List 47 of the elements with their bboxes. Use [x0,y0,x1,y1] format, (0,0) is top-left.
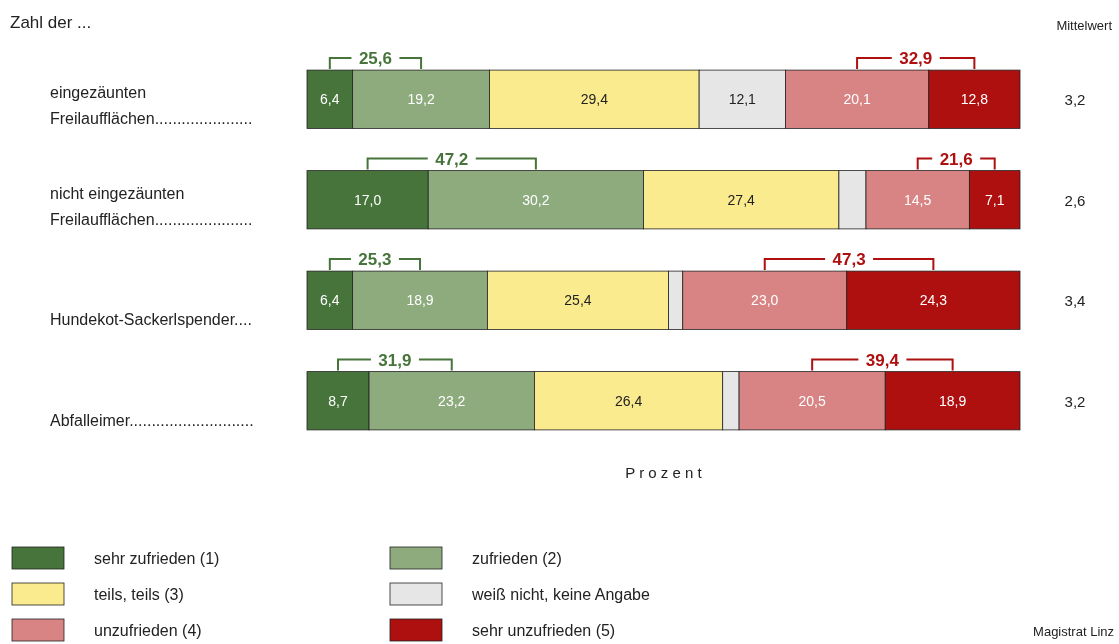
data-label: 17,0 [353,191,382,208]
annotation: 32,9 [899,49,933,69]
y-tick-label: eingezäunten Freilaufflächen...................... [50,84,253,128]
annotation: 47,2 [435,149,469,169]
data-label: 25,4 [564,292,592,309]
annotation: 39,4 [865,350,900,370]
legend-label: sehr unzufrieden (5) [472,622,616,639]
data-label: 14,5 [904,191,932,208]
text: 3,2 [1064,91,1086,109]
y-tick-label: Hundekot-Sackerlspender.... [50,311,252,329]
text: Magistrat Linz [1033,624,1114,639]
data-label: 18,9 [406,292,434,309]
data-label: 8,7 [328,392,348,409]
y-tick-label: Abfalleimer............................ [50,411,254,429]
legend-label: teils, teils (3) [94,586,184,603]
annotation: 25,6 [358,49,392,69]
legend-label: weiß nicht, keine Angabe [471,586,650,603]
data-label: 20,5 [798,392,826,409]
data-label: 24,3 [919,292,948,309]
data-label: 26,4 [614,392,643,409]
data-label: 20,1 [843,91,871,108]
annotation: 47,3 [832,250,866,270]
annotation: 31,9 [378,350,412,370]
data-label: 19,2 [407,91,435,108]
text: Zahl der ... [10,13,92,32]
data-label: 12,8 [960,91,989,108]
x-axis-title: P r o z e n t [625,464,703,481]
legend-label: unzufrieden (4) [94,622,202,639]
data-label: 7,1 [984,191,1005,208]
data-label: 27,4 [727,191,756,208]
text: 2,6 [1064,191,1086,209]
data-label: 6,4 [320,91,340,108]
legend-label: sehr zufrieden (1) [94,550,220,567]
data-label: 18,9 [939,392,967,409]
data-label: 23,2 [438,392,466,409]
text: 3,4 [1064,292,1086,310]
data-label: 12,1 [728,91,757,108]
annotation: 21,6 [939,149,973,169]
text: Mittelwert [1056,18,1113,33]
data-label: 29,4 [580,91,609,108]
data-label: 23,0 [751,292,779,309]
text: 3,2 [1064,392,1086,410]
data-label: 30,2 [522,191,550,208]
y-tick-label: nicht eingezäunten Freilaufflächen...................... [50,184,253,228]
legend-label: zufrieden (2) [472,550,562,567]
annotation: 25,3 [358,250,392,270]
data-label: 6,4 [320,292,340,309]
